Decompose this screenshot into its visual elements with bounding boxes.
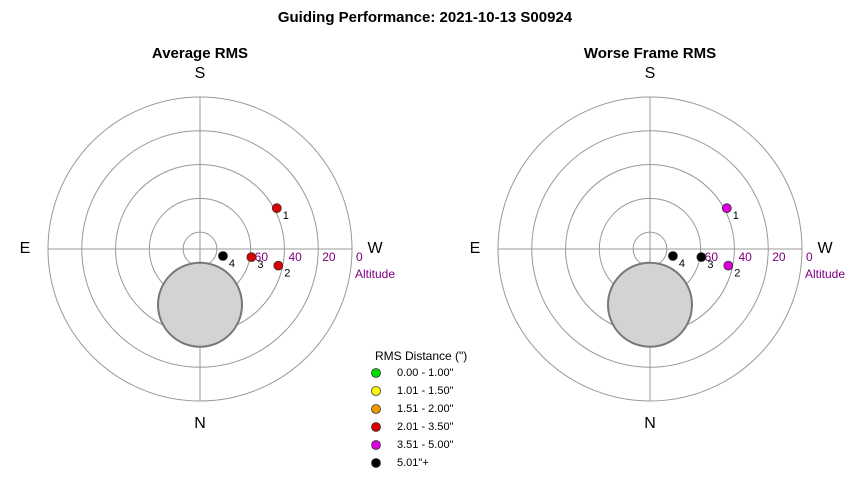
data-point <box>668 251 678 261</box>
point-label: 4 <box>229 258 235 270</box>
r-tick-label: 40 <box>288 250 302 264</box>
moon <box>607 261 693 348</box>
r-tick-label: 60 <box>255 250 269 264</box>
r-tick-label: 60 <box>705 250 719 264</box>
chart-title: Average RMS <box>152 45 248 62</box>
direction-label: E <box>470 240 481 257</box>
legend-marker <box>371 386 381 396</box>
chart-title: Worse Frame RMS <box>584 45 716 62</box>
direction-label: N <box>644 415 656 432</box>
data-point <box>218 251 228 261</box>
legend-marker <box>371 458 381 468</box>
legend-label: 2.01 - 3.50" <box>397 421 454 433</box>
r-tick-label: 40 <box>738 250 752 264</box>
point-label: 3 <box>707 259 713 271</box>
r-axis-label: Altitude <box>805 267 845 281</box>
direction-label: S <box>645 65 656 82</box>
direction-label: E <box>20 240 31 257</box>
data-point <box>723 260 734 271</box>
r-tick-label: 0 <box>806 250 813 264</box>
legend-title: RMS Distance (") <box>375 349 467 363</box>
point-label: 4 <box>679 258 685 270</box>
data-point <box>721 203 732 214</box>
data-point <box>271 203 282 214</box>
r-tick-label: 20 <box>322 250 336 264</box>
legend-label: 1.51 - 2.00" <box>397 403 454 415</box>
legend-marker <box>371 422 381 432</box>
r-tick-label: 20 <box>772 250 786 264</box>
legend-marker <box>371 368 381 378</box>
legend-label: 3.51 - 5.00" <box>397 439 454 451</box>
point-label: 3 <box>257 259 263 271</box>
direction-label: W <box>367 240 383 257</box>
direction-label: N <box>194 415 206 432</box>
r-axis-label: Altitude <box>355 267 395 281</box>
point-label: 1 <box>283 210 289 222</box>
r-tick-label: 0 <box>356 250 363 264</box>
data-point <box>273 260 284 271</box>
direction-label: S <box>195 65 206 82</box>
point-label: 2 <box>284 268 290 280</box>
data-point <box>696 252 707 263</box>
moon <box>157 261 243 348</box>
legend-marker <box>371 440 381 450</box>
point-label: 2 <box>734 268 740 280</box>
direction-label: W <box>817 240 833 257</box>
legend-marker <box>371 404 381 414</box>
data-point <box>246 252 257 263</box>
legend-label: 0.00 - 1.00" <box>397 367 454 379</box>
point-label: 1 <box>733 210 739 222</box>
legend-label: 1.01 - 1.50" <box>397 385 454 397</box>
legend-label: 5.01"+ <box>397 457 429 469</box>
page-title: Guiding Performance: 2021-10-13 S00924 <box>278 9 573 26</box>
